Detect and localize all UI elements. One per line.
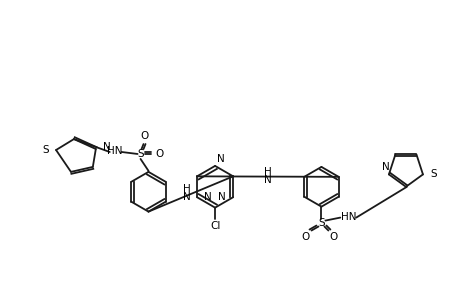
Text: N: N <box>102 142 110 152</box>
Text: O: O <box>301 232 309 242</box>
Text: N: N <box>217 154 224 164</box>
Text: N: N <box>381 163 389 172</box>
Text: H: H <box>183 184 190 194</box>
Text: N: N <box>218 192 226 202</box>
Text: S: S <box>429 169 436 179</box>
Text: O: O <box>329 232 337 242</box>
Text: N: N <box>263 175 271 184</box>
Text: S: S <box>318 218 324 228</box>
Text: O: O <box>155 149 163 159</box>
Text: HN: HN <box>340 212 355 222</box>
Text: HN: HN <box>107 146 122 156</box>
Text: N: N <box>183 192 190 202</box>
Text: Cl: Cl <box>209 220 220 230</box>
Text: S: S <box>42 145 49 155</box>
Text: N: N <box>203 192 211 202</box>
Text: O: O <box>140 131 148 141</box>
Text: H: H <box>263 167 271 177</box>
Text: S: S <box>137 149 144 159</box>
